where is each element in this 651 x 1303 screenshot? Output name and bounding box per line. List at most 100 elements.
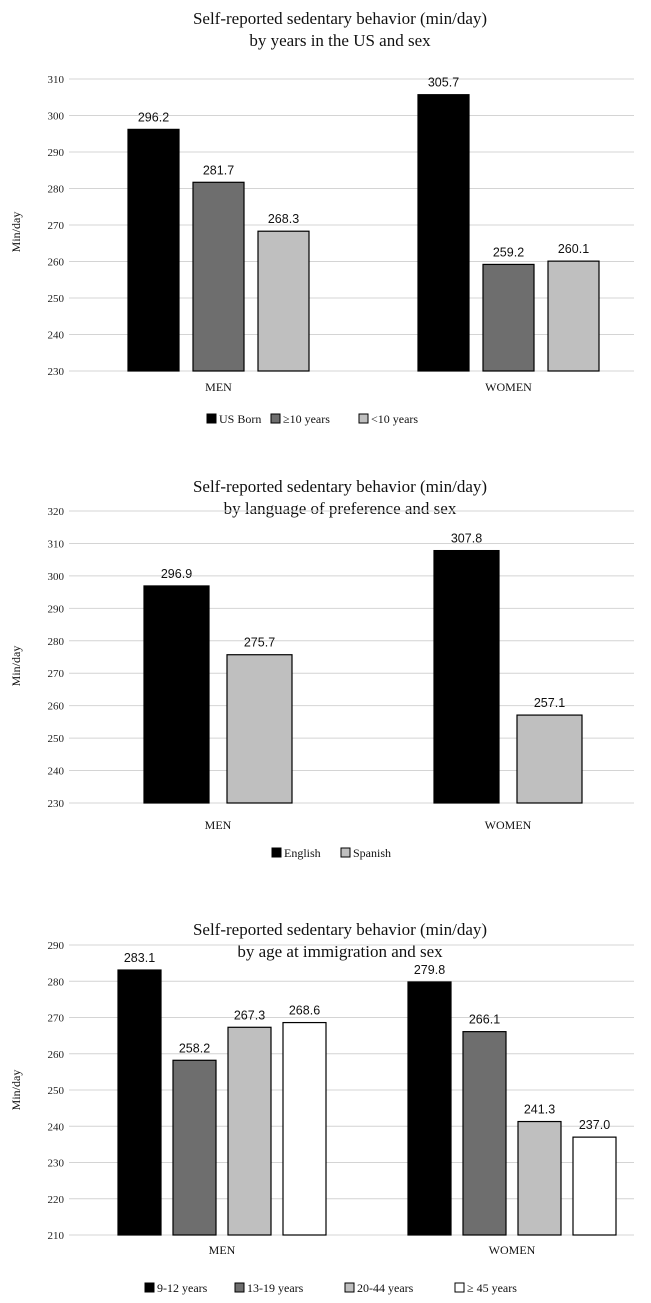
bar-women-0 [407, 981, 452, 1236]
chart-subtitle: by years in the US and sex [249, 31, 431, 50]
bar-men-1 [172, 1059, 217, 1236]
data-label: 237.0 [579, 1118, 610, 1132]
bar-men-0 [127, 128, 180, 372]
y-axis-label: Min/day [9, 1070, 23, 1111]
data-label: 268.3 [268, 212, 299, 226]
bar-men-1 [192, 181, 245, 372]
y-tick-label: 230 [48, 366, 65, 378]
y-tick-label: 260 [48, 701, 65, 713]
chart-language-preference: Self-reported sedentary behavior (min/da… [9, 477, 634, 860]
y-tick-label: 300 [48, 111, 65, 123]
data-label: 281.7 [203, 163, 234, 177]
legend-swatch [454, 1282, 465, 1293]
chart-title: Self-reported sedentary behavior (min/da… [193, 477, 487, 496]
y-tick-label: 290 [48, 147, 65, 159]
bar-men-2 [257, 230, 310, 372]
y-axis-label: Min/day [9, 212, 23, 253]
y-axis-label: Min/day [9, 646, 23, 687]
category-label: WOMEN [485, 818, 532, 832]
chart-subtitle: by language of preference and sex [224, 499, 457, 518]
data-label: 296.9 [161, 567, 192, 581]
y-tick-label: 280 [48, 636, 65, 648]
legend-label: ≥10 years [283, 412, 330, 426]
legend-swatch [271, 847, 282, 858]
y-tick-label: 240 [48, 330, 65, 342]
category-label: MEN [205, 818, 232, 832]
y-tick-label: 290 [48, 603, 65, 615]
y-tick-label: 300 [48, 571, 65, 583]
legend-label: 9-12 years [157, 1281, 208, 1295]
bar-men-0 [143, 585, 210, 804]
y-tick-label: 320 [48, 506, 65, 518]
chart-title: Self-reported sedentary behavior (min/da… [193, 920, 487, 939]
legend-label: 20-44 years [357, 1281, 414, 1295]
chart-years-in-us: Self-reported sedentary behavior (min/da… [9, 9, 634, 426]
data-label: 266.1 [469, 1013, 500, 1027]
y-tick-label: 280 [48, 976, 65, 988]
legend-swatch [144, 1282, 155, 1293]
legend-label: Spanish [353, 846, 391, 860]
bar-men-2 [227, 1026, 272, 1236]
legend-label: US Born [219, 412, 261, 426]
data-label: 258.2 [179, 1041, 210, 1055]
legend-label: English [284, 846, 321, 860]
y-tick-label: 250 [48, 1085, 65, 1097]
y-tick-label: 260 [48, 1049, 65, 1061]
data-label: 296.2 [138, 110, 169, 124]
data-label: 241.3 [524, 1103, 555, 1117]
legend-label: <10 years [371, 412, 418, 426]
data-label: 279.8 [414, 963, 445, 977]
y-tick-label: 290 [48, 940, 65, 952]
y-tick-label: 220 [48, 1194, 65, 1206]
data-label: 257.1 [534, 696, 565, 710]
legend-swatch [358, 413, 369, 424]
chart-age-at-immigration: Self-reported sedentary behavior (min/da… [9, 920, 634, 1295]
y-tick-label: 230 [48, 798, 65, 810]
legend-swatch [270, 413, 281, 424]
y-tick-label: 270 [48, 220, 65, 232]
bar-women-2 [547, 260, 600, 372]
category-label: MEN [205, 380, 232, 394]
bar-women-0 [433, 549, 500, 804]
bar-men-1 [226, 654, 293, 804]
data-label: 275.7 [244, 636, 275, 650]
data-label: 283.1 [124, 951, 155, 965]
y-tick-label: 280 [48, 184, 65, 196]
y-tick-label: 270 [48, 668, 65, 680]
bar-women-0 [417, 94, 470, 372]
legend-swatch [234, 1282, 245, 1293]
y-tick-label: 310 [48, 74, 65, 86]
legend-label: 13-19 years [247, 1281, 304, 1295]
category-label: WOMEN [489, 1243, 536, 1257]
legend-label: ≥ 45 years [467, 1281, 517, 1295]
data-label: 305.7 [428, 76, 459, 90]
bar-women-3 [572, 1136, 617, 1236]
category-label: WOMEN [485, 380, 532, 394]
data-label: 259.2 [493, 245, 524, 259]
bar-men-0 [117, 969, 162, 1236]
y-tick-label: 230 [48, 1158, 65, 1170]
legend-swatch [206, 413, 217, 424]
legend-swatch [344, 1282, 355, 1293]
y-tick-label: 250 [48, 733, 65, 745]
bar-women-1 [516, 714, 583, 804]
data-label: 267.3 [234, 1008, 265, 1022]
chart-title: Self-reported sedentary behavior (min/da… [193, 9, 487, 28]
data-label: 307.8 [451, 532, 482, 546]
y-tick-label: 270 [48, 1013, 65, 1025]
category-label: MEN [209, 1243, 236, 1257]
chart-subtitle: by age at immigration and sex [237, 942, 443, 961]
y-tick-label: 310 [48, 538, 65, 550]
bar-women-1 [462, 1031, 507, 1236]
y-tick-label: 210 [48, 1230, 65, 1242]
data-label: 260.1 [558, 242, 589, 256]
y-tick-label: 240 [48, 1121, 65, 1133]
bar-men-3 [282, 1021, 327, 1236]
y-tick-label: 240 [48, 766, 65, 778]
bar-women-1 [482, 263, 535, 372]
y-tick-label: 260 [48, 257, 65, 269]
bar-women-2 [517, 1120, 562, 1236]
y-tick-label: 250 [48, 293, 65, 305]
legend-swatch [340, 847, 351, 858]
